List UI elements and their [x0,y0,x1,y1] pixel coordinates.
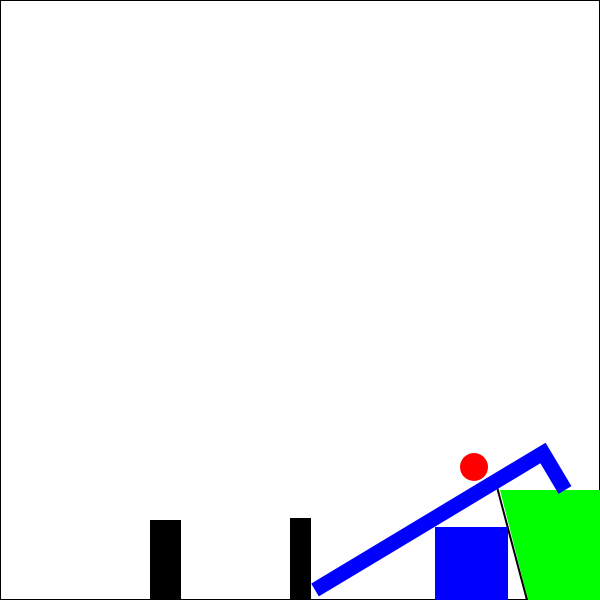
right-black-post [290,518,311,600]
blue-hooked-ramp[interactable] [311,442,572,597]
red-ball[interactable] [460,453,488,481]
blue-square-block[interactable] [435,527,508,600]
left-black-post [150,520,181,600]
green-goal-cup [500,490,600,600]
black-thin-line [496,486,528,600]
